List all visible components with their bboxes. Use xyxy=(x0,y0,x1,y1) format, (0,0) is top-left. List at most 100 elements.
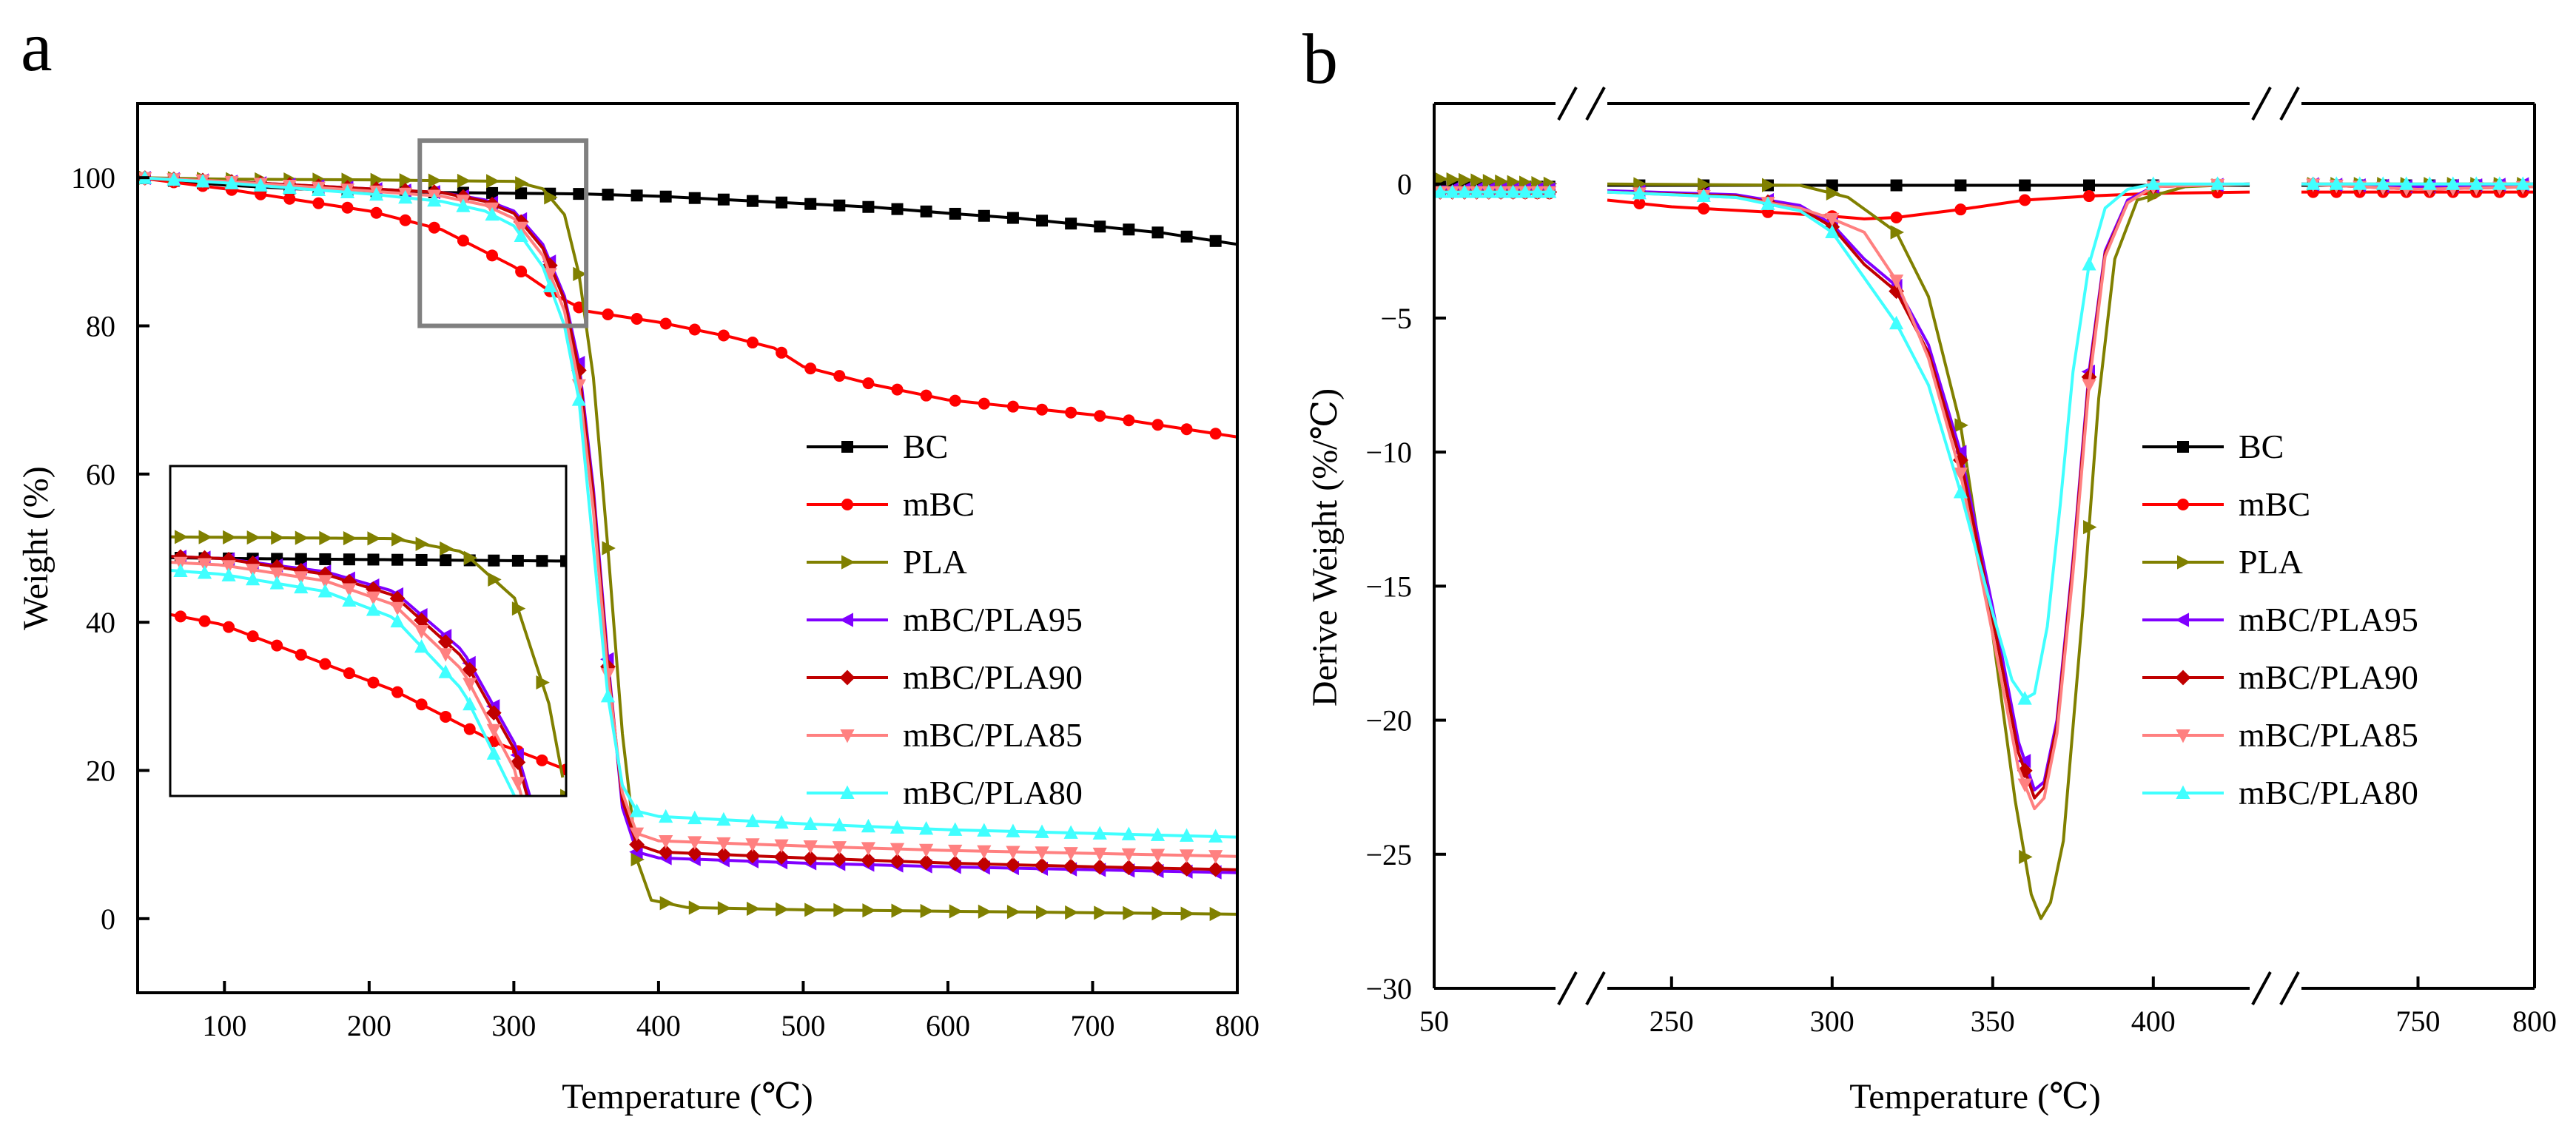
point-mbc-pla80 xyxy=(369,186,384,201)
inset-point-mbc xyxy=(198,615,211,627)
point-pla xyxy=(486,174,500,189)
inset-point-pla xyxy=(415,536,430,551)
inset-point-mbc-pla85 xyxy=(221,560,236,574)
point-mbc-pla90 xyxy=(1150,860,1166,876)
inset-point-mbc-pla90 xyxy=(414,612,430,628)
inset-point-mbc xyxy=(223,621,235,633)
inset-point-mbc xyxy=(536,754,548,766)
y-tick-label-100: 100 xyxy=(71,161,115,195)
inset-point-mbc-pla85 xyxy=(390,601,405,616)
point-mbc-pla80 xyxy=(948,822,963,836)
point-mbc-pla80 xyxy=(253,178,268,192)
b-x-tick-label-400: 400 xyxy=(2131,1005,2176,1038)
point-mbc-pla90 xyxy=(831,851,847,867)
inset-point-mbc-pla85 xyxy=(246,564,260,578)
b-point-mbc-pla85 xyxy=(2082,379,2096,393)
point-mbc xyxy=(862,377,875,390)
b-x-tick-label-750: 750 xyxy=(2396,1005,2441,1038)
point-mbc-pla90 xyxy=(802,850,818,866)
panel-a-ticks: 100 200 300 400 500 600 700 800 0 20 40 60 80 100 xyxy=(71,161,1260,1042)
point-mbc xyxy=(428,221,440,234)
inset-point-pla xyxy=(246,530,261,545)
point-mbc xyxy=(717,329,730,342)
inset-point-mbc-pla85 xyxy=(486,723,501,738)
point-pla xyxy=(688,900,703,915)
b-line-mbc-pla95-1 xyxy=(1607,182,2250,792)
b-point-mbc-pla80 xyxy=(1632,186,1647,200)
b-point-mbc xyxy=(1633,198,1646,210)
inset-point-mbc xyxy=(440,710,452,723)
point-mbc-pla85 xyxy=(1179,849,1194,863)
point-mbc-pla85 xyxy=(948,844,963,859)
inset-series-mbc-pla85 xyxy=(170,556,525,796)
series-pla xyxy=(137,170,1238,922)
inset-point-mbc-pla90 xyxy=(485,705,502,721)
point-mbc xyxy=(949,394,961,407)
point-mbc-pla80 xyxy=(716,812,731,826)
point-mbc-pla85 xyxy=(977,845,992,860)
b-point-mbc-pla80 xyxy=(2492,176,2507,190)
b-point-mbc-pla80 xyxy=(1542,184,1557,198)
y-tick-label-40: 40 xyxy=(86,606,115,639)
b-point-pla xyxy=(1762,178,1776,192)
point-mbc xyxy=(457,235,469,247)
panel-b-series xyxy=(1432,172,2535,920)
legend-marker-mbc xyxy=(2177,499,2189,510)
inset-point-mbc-pla80 xyxy=(317,584,332,598)
point-mbc xyxy=(283,192,296,205)
inset-point-mbc-pla85 xyxy=(294,571,309,585)
panel-b-ylabel: Derive Weight (%/℃) xyxy=(1305,388,1345,706)
b-point-mbc-pla80 xyxy=(2353,176,2367,190)
inset-series-mbc-pla80 xyxy=(170,563,517,796)
b-point-pla xyxy=(1470,173,1484,188)
inset-point-mbc-pla80 xyxy=(221,567,236,581)
panel-b-frame xyxy=(1433,87,2536,1005)
point-mbc xyxy=(1151,419,1164,431)
series-mbc xyxy=(137,172,1238,440)
point-mbc-pla80 xyxy=(224,175,239,189)
inset-point-bc xyxy=(511,554,524,567)
b-point-mbc xyxy=(2019,194,2031,206)
inset-point-mbc-pla85 xyxy=(438,648,453,662)
b-point-pla xyxy=(2147,188,2162,203)
point-bc xyxy=(486,186,499,199)
b-series-mbc-pla95 xyxy=(1432,177,2535,792)
inset-point-pla xyxy=(319,530,333,546)
inset-point-mbc-pla80 xyxy=(390,613,405,628)
y-tick-label-60: 60 xyxy=(86,458,115,491)
inset-point-pla xyxy=(198,530,212,544)
b-point-mbc-pla80 xyxy=(1825,224,1840,238)
inset-point-mbc xyxy=(174,610,186,623)
inset-line-mbc-pla80 xyxy=(170,568,517,796)
inset-point-pla xyxy=(174,530,189,544)
inset-point-mbc-pla85 xyxy=(366,591,381,606)
point-mbc-pla80 xyxy=(398,189,413,204)
legend-marker-pla xyxy=(2177,555,2191,570)
inset-point-pla xyxy=(560,789,566,796)
point-mbc-pla85 xyxy=(659,835,673,849)
point-mbc-pla80 xyxy=(340,184,355,198)
point-mbc-pla80 xyxy=(803,816,818,831)
b-point-mbc-pla85 xyxy=(1889,274,1904,289)
b-point-mbc-pla80 xyxy=(2082,257,2096,271)
axis-break-0-1 xyxy=(1557,971,1606,1005)
b-point-mbc-pla90 xyxy=(2017,763,2033,779)
point-mbc-pla80 xyxy=(832,817,847,831)
point-mbc-pla80 xyxy=(977,823,992,837)
point-bc xyxy=(978,209,990,222)
point-bc xyxy=(1036,215,1049,227)
point-pla xyxy=(949,904,964,919)
inset-point-bc xyxy=(367,553,380,566)
point-mbc xyxy=(370,206,383,219)
inset-magnified xyxy=(169,465,568,797)
point-mbc-pla85 xyxy=(1092,847,1107,862)
x-tick-label-100: 100 xyxy=(202,1009,246,1042)
point-mbc-pla85 xyxy=(1063,847,1078,861)
x-tick-label-800: 800 xyxy=(1215,1009,1260,1042)
inset-point-pla xyxy=(391,532,406,547)
b-line-pla-1 xyxy=(1607,182,2250,920)
point-bc xyxy=(1065,217,1077,230)
series-mbc-pla85 xyxy=(137,172,1238,864)
inset-point-mbc-pla80 xyxy=(486,746,501,760)
panel-a: 100 200 300 400 500 600 700 800 0 20 40 60 80 100 BC m… xyxy=(16,102,1260,1116)
